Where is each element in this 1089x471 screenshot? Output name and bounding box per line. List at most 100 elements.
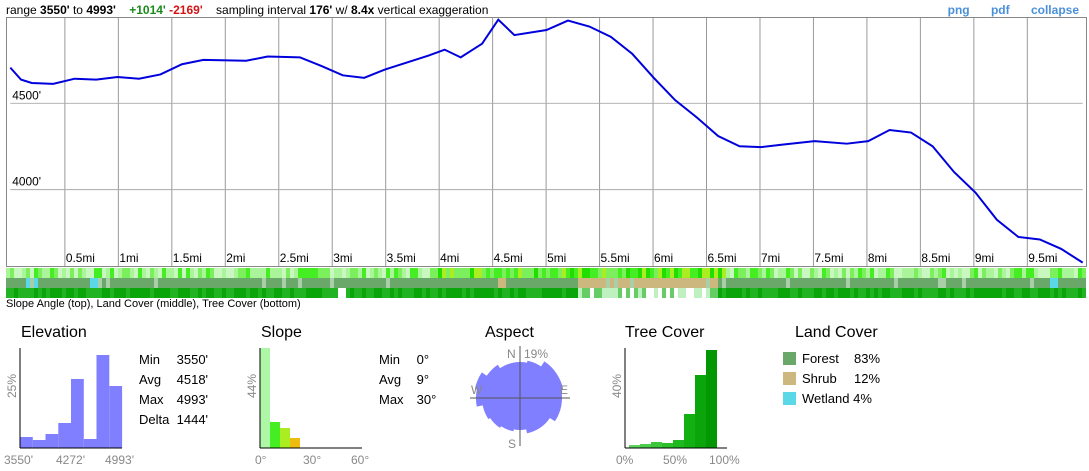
slope-cell (750, 268, 754, 278)
tree-cover-cell (338, 288, 342, 298)
elevation-histogram: 25% 3550' 4272' 4993' (4, 348, 134, 467)
slope-cell (698, 268, 702, 278)
x-axis-tick-label: 8mi (868, 251, 887, 265)
land-cover-cell (962, 278, 966, 288)
tree-cover-cell (862, 288, 866, 298)
land-cover-cell (362, 278, 366, 288)
slope-cell (50, 268, 54, 278)
slope-cell (590, 268, 594, 278)
tree-cover-cell (434, 288, 438, 298)
slope-cell (422, 268, 426, 278)
land-cover-cell (542, 278, 546, 288)
land-cover-cell (882, 278, 886, 288)
slope-cell (210, 268, 214, 278)
slope-cell (26, 268, 30, 278)
tree-cover-cell (154, 288, 158, 298)
stat-value: 30° (416, 392, 437, 407)
slope-cell (138, 268, 142, 278)
slope-cell (554, 268, 558, 278)
slope-cell (562, 268, 566, 278)
tree-cover-cell (874, 288, 878, 298)
x-axis-tick-label: 6mi (654, 251, 673, 265)
tree-cover-cell (138, 288, 142, 298)
land-cover-cell (294, 278, 298, 288)
tree-cover-cell (458, 288, 462, 298)
slope-cell (678, 268, 682, 278)
slope-cell (946, 268, 950, 278)
tree-cover-cell (418, 288, 422, 298)
slope-cell (414, 268, 418, 278)
slope-cell (1006, 268, 1010, 278)
slope-cell (38, 268, 42, 278)
tree-cover-cell (318, 288, 322, 298)
tree-cover-cell (78, 288, 82, 298)
land-cover-cell (954, 278, 958, 288)
slope-cell (602, 268, 606, 278)
tree-cover-cell (50, 288, 54, 298)
land-cover-cell (1050, 278, 1054, 288)
land-cover-cell (482, 278, 486, 288)
tree-cover-cell (498, 288, 502, 298)
slope-cell (222, 268, 226, 278)
profile-attribute-strips[interactable] (6, 268, 1086, 298)
tree-cover-cell (1034, 288, 1038, 298)
tree-cover-cell (470, 288, 474, 298)
tree-cover-cell (42, 288, 46, 298)
slope-cell (734, 268, 738, 278)
tree-cover-cell (26, 288, 30, 298)
slope-cell (310, 268, 314, 278)
stat-label: Max (139, 392, 164, 407)
tree-cover-cell (506, 288, 510, 298)
land-cover-cell (682, 278, 686, 288)
land-cover-cell (710, 278, 714, 288)
slope-cell (586, 268, 590, 278)
tree-cover-cell (514, 288, 518, 298)
collapse-link[interactable]: collapse (1030, 3, 1079, 17)
tree-cover-cell (14, 288, 18, 298)
land-cover-cell (614, 278, 618, 288)
tree-cover-cell (978, 288, 982, 298)
slope-cell (198, 268, 202, 278)
land-cover-cell (310, 278, 314, 288)
stat-label: Min (379, 352, 400, 367)
tree-cover-cell (610, 288, 614, 298)
stat-value: 3550' (176, 352, 209, 367)
png-link[interactable]: png (947, 3, 970, 17)
slope-cell (614, 268, 618, 278)
slope-cell (258, 268, 262, 278)
land-cover-cell (30, 278, 34, 288)
slope-cell (462, 268, 466, 278)
tree-cover-cell (722, 288, 726, 298)
pdf-link[interactable]: pdf (990, 3, 1010, 17)
slope-cell (154, 268, 158, 278)
slope-cell (570, 268, 574, 278)
land-cover-cell (1066, 278, 1070, 288)
land-cover-cell (322, 278, 326, 288)
land-cover-cell (750, 278, 754, 288)
slope-cell (438, 268, 442, 278)
tree-cover-cell (726, 288, 730, 298)
slope-cell (1078, 268, 1082, 278)
elevation-gain: +1014' (129, 3, 166, 17)
histogram-bar (640, 444, 651, 448)
tree-cover-y-axis-label: 40% (610, 374, 624, 398)
tree-cover-cell (554, 288, 558, 298)
land-cover-cell (78, 278, 82, 288)
slope-cell (626, 268, 630, 278)
tree-cover-cell (214, 288, 218, 298)
land-cover-cell (970, 278, 974, 288)
tree-cover-cell (402, 288, 406, 298)
land-cover-cell (314, 278, 318, 288)
tree-cover-cell (198, 288, 202, 298)
slope-cell (334, 268, 338, 278)
tree-cover-cell (826, 288, 830, 298)
elevation-profile-chart[interactable]: 4500' 4000' 0.5mi 1mi 1.5mi 2mi 2.5mi 3mi 3.5m… (6, 17, 1087, 267)
slope-cell (226, 268, 230, 278)
x-axis-tick-label: 1mi (119, 251, 138, 265)
tree-cover-cell (342, 288, 346, 298)
land-cover-cell (190, 278, 194, 288)
histogram-bar (629, 445, 640, 448)
elevation-line (9, 18, 1084, 264)
land-cover-cell (58, 278, 62, 288)
slope-cell (766, 268, 770, 278)
